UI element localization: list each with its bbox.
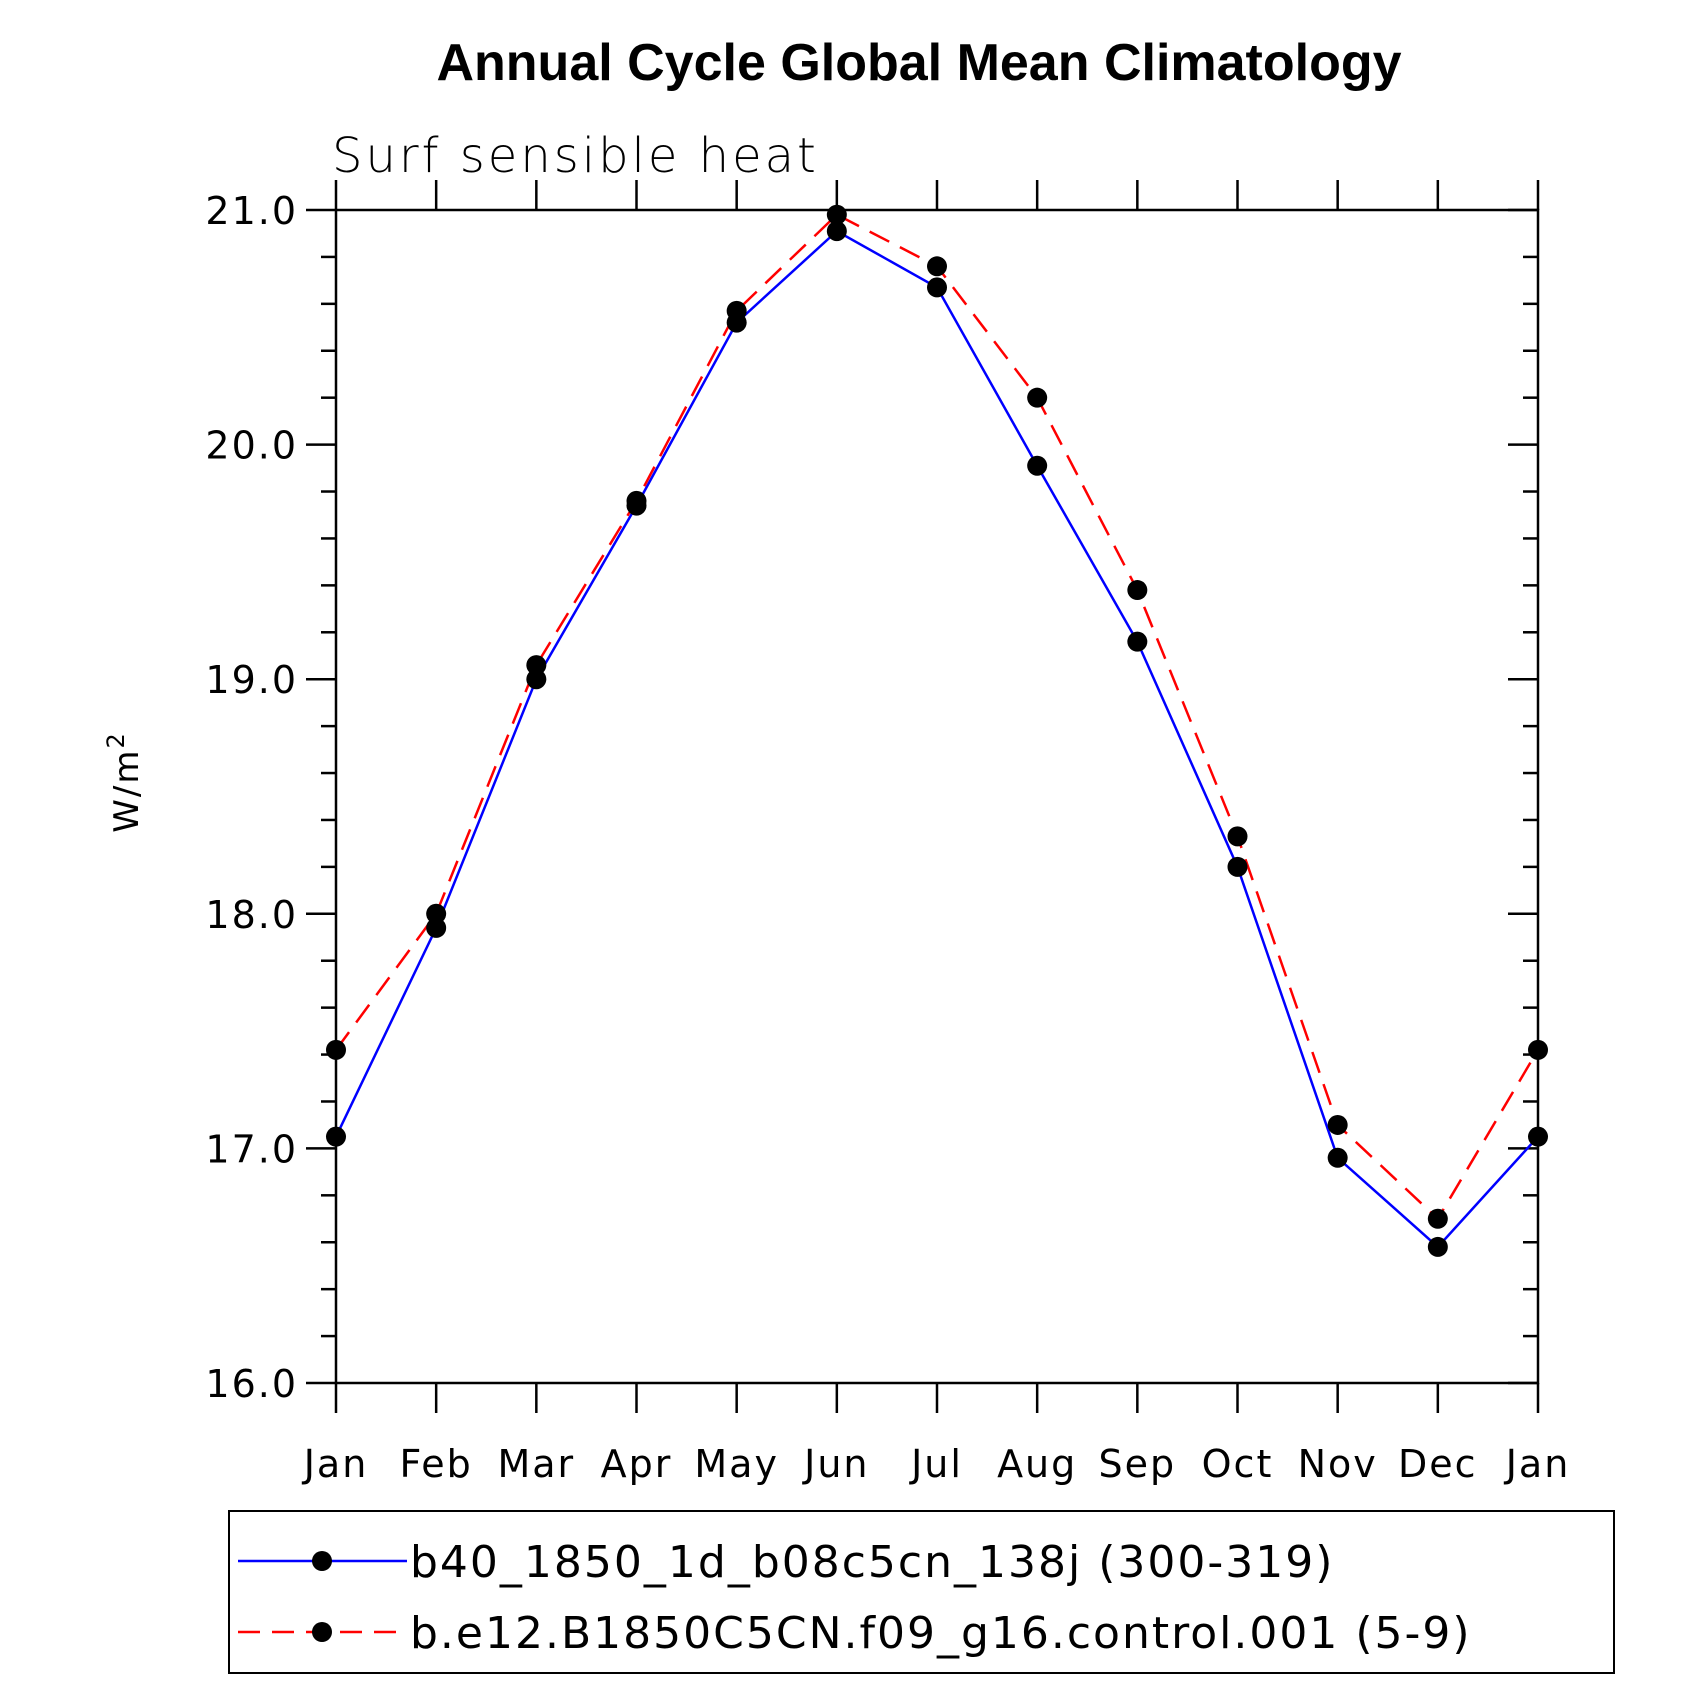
axis-tick-labels: 16.0 17.0 18.0 19.0 20.0 21.0 Jan Feb Mar Apr May J…: [205, 189, 1571, 1486]
x-tick-label: Nov: [1298, 1442, 1378, 1486]
plot-border: [334, 208, 1540, 1385]
y-axis-label-unit: W/m: [107, 749, 147, 833]
y-axis-label-superscript: 2: [102, 731, 130, 748]
data-point-series-1: [1327, 1147, 1348, 1168]
legend: b40_1850_1d_b08c5cn_138j (300-319) b.e12…: [228, 1510, 1615, 1674]
x-tick-label: Jan: [302, 1442, 369, 1486]
x-tick-label: Jan: [1504, 1442, 1571, 1486]
data-point-series-2: [826, 204, 847, 225]
data-point-series-1: [1427, 1236, 1448, 1257]
data-point-series-2: [1327, 1114, 1348, 1135]
data-point-series-2: [726, 300, 747, 321]
data-point-series-2: [1027, 387, 1048, 408]
x-tick-label: Dec: [1398, 1442, 1478, 1486]
x-tick-label: Mar: [497, 1442, 575, 1486]
legend-label-series-2: b.e12.B1850C5CN.f09_g16.control.001 (5-9…: [410, 1608, 1472, 1659]
data-point-series-1: [426, 917, 447, 938]
data-point-series-1: [1127, 631, 1148, 652]
x-tick-label: May: [694, 1442, 779, 1486]
legend-marker-series-1: [312, 1551, 332, 1571]
x-tick-label: Aug: [997, 1442, 1077, 1486]
chart-title: Annual Cycle Global Mean Climatology: [436, 34, 1401, 92]
data-point-series-1: [826, 221, 847, 242]
x-tick-label: Feb: [400, 1442, 473, 1486]
legend-label-series-1: b40_1850_1d_b08c5cn_138j (300-319): [410, 1537, 1334, 1588]
data-point-series-1: [1227, 856, 1248, 877]
y-tick-label: 21.0: [205, 189, 298, 233]
y-tick-label: 17.0: [205, 1127, 298, 1171]
legend-box: [228, 1510, 1615, 1674]
x-tick-label: Jul: [909, 1442, 963, 1486]
data-point-series-2: [426, 903, 447, 924]
x-tick-label: Sep: [1099, 1442, 1177, 1486]
data-point-series-2: [326, 1039, 346, 1060]
x-tick-label: Apr: [601, 1442, 673, 1486]
chart-subtitle: Surf sensible heat: [332, 128, 819, 184]
data-point-series-2: [1127, 580, 1148, 601]
y-tick-label: 20.0: [205, 424, 298, 468]
data-point-series-2: [927, 256, 947, 277]
y-tick-label: 18.0: [205, 893, 298, 937]
data-point-series-1: [326, 1126, 346, 1147]
y-axis-label: W/m2: [102, 731, 147, 832]
data-point-series-2: [626, 490, 647, 511]
x-tick-label: Jun: [802, 1442, 869, 1486]
plot-frame: [334, 208, 1540, 1385]
data-point-series-2: [1528, 1039, 1548, 1060]
y-tick-label: 16.0: [205, 1362, 298, 1406]
series-line-1: [334, 229, 1539, 1249]
data-point-series-1: [927, 277, 947, 298]
x-tick-label: Oct: [1202, 1442, 1274, 1486]
legend-marker-series-2: [312, 1622, 332, 1642]
data-point-series-1: [1528, 1126, 1548, 1147]
axis-ticks: [306, 180, 1540, 1413]
series-line-2: [334, 213, 1540, 1221]
data-point-series-1: [1027, 455, 1048, 476]
data-point-series-1: [526, 669, 547, 690]
data-point-series-2: [1427, 1208, 1448, 1229]
data-point-series-2: [1227, 826, 1248, 847]
data-point-series-2: [526, 655, 547, 676]
y-tick-label: 19.0: [205, 658, 298, 702]
data-series: [334, 213, 1540, 1249]
data-markers: [326, 204, 1548, 1257]
